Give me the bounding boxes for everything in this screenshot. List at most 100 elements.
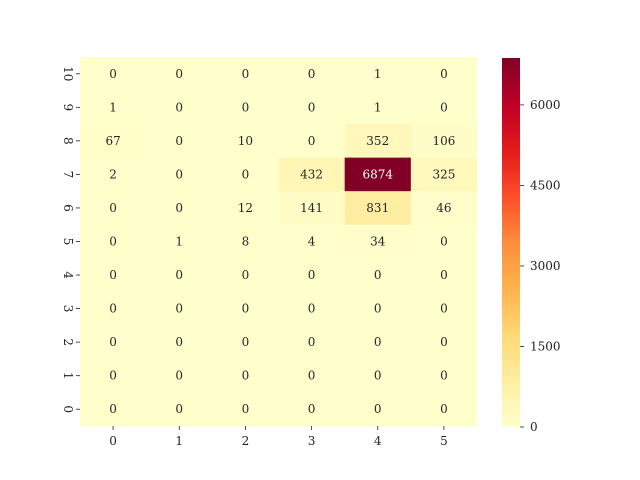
- y-tick-label: 7: [61, 171, 75, 179]
- cell-value-label: 0: [440, 67, 448, 81]
- x-tick-label: 5: [440, 434, 448, 448]
- cell-value-label: 0: [242, 67, 250, 81]
- cell-value-label: 106: [432, 134, 455, 148]
- cell-value-label: 12: [238, 201, 253, 215]
- heatmap-cell: [80, 291, 147, 326]
- heatmap-cell: [278, 258, 346, 293]
- heatmap-cell: [80, 124, 147, 159]
- heatmap-cell: [146, 224, 213, 259]
- cell-value-label: 0: [242, 369, 250, 383]
- y-tick-label: 8: [61, 137, 75, 145]
- x-tick-label: 0: [109, 434, 117, 448]
- cell-value-label: 0: [308, 335, 316, 349]
- x-tick-label: 1: [175, 434, 183, 448]
- heatmap-cell: [212, 157, 279, 192]
- cell-value-label: 0: [374, 369, 382, 383]
- y-tick-label: 10: [61, 66, 75, 81]
- cell-value-label: 0: [308, 268, 316, 282]
- cell-value-label: 0: [440, 100, 448, 114]
- heatmap-cell: [278, 291, 346, 326]
- heatmap-cell: [278, 392, 346, 427]
- heatmap-cell: [212, 291, 279, 326]
- colorbar-tick-label: 1500: [530, 339, 561, 353]
- heatmap-cell: [344, 258, 412, 293]
- cell-value-label: 0: [242, 402, 250, 416]
- y-tick-label: 2: [61, 338, 75, 346]
- cell-value-label: 6874: [362, 167, 393, 181]
- colorbar: 0 1500 3000 4500 6000: [502, 58, 561, 434]
- cell-value-label: 0: [109, 201, 117, 215]
- colorbar-tick-label: 3000: [530, 259, 561, 273]
- cell-value-label: 46: [436, 201, 451, 215]
- heatmap-cell: [344, 124, 412, 159]
- heatmap-cell: [212, 124, 279, 159]
- heatmap-cell: [212, 392, 279, 427]
- heatmap-cell: [344, 157, 412, 192]
- heatmap-cell: [410, 57, 478, 92]
- cell-value-label: 432: [300, 167, 323, 181]
- cell-value-label: 0: [374, 402, 382, 416]
- heatmap-cell: [410, 124, 478, 159]
- y-tick-label: 1: [61, 372, 75, 380]
- heatmap-cell: [146, 157, 213, 192]
- heatmap-cell: [410, 90, 478, 125]
- heatmap-cell: [344, 57, 412, 92]
- heatmap-cell: [212, 258, 279, 293]
- heatmap-cells: [80, 57, 478, 427]
- x-axis: 0 1 2 3 4 5: [109, 426, 448, 448]
- cell-value-label: 0: [440, 235, 448, 249]
- heatmap-cell: [410, 358, 478, 393]
- cell-value-label: 1: [175, 235, 183, 249]
- cell-value-label: 0: [175, 302, 183, 316]
- cell-value-label: 0: [308, 302, 316, 316]
- colorbar-tick-label: 4500: [530, 178, 561, 192]
- cell-value-label: 0: [175, 100, 183, 114]
- colorbar-gradient: [502, 58, 520, 427]
- heatmap-cell: [344, 325, 412, 360]
- cell-value-label: 0: [374, 335, 382, 349]
- cell-value-label: 0: [440, 268, 448, 282]
- cell-value-label: 0: [109, 369, 117, 383]
- cell-value-label: 0: [242, 302, 250, 316]
- y-tick-label: 9: [61, 103, 75, 111]
- heatmap-cell: [146, 258, 213, 293]
- heatmap-cell: [146, 124, 213, 159]
- heatmap-cell: [278, 191, 346, 226]
- cell-value-label: 0: [440, 335, 448, 349]
- cell-value-label: 4: [308, 235, 316, 249]
- heatmap-cell: [146, 191, 213, 226]
- cell-value-label: 0: [308, 402, 316, 416]
- y-tick-label: 4: [61, 271, 75, 279]
- heatmap-cell: [278, 325, 346, 360]
- cell-value-label: 1: [109, 100, 117, 114]
- heatmap-cell: [80, 358, 147, 393]
- heatmap-cell: [80, 57, 147, 92]
- cell-value-label: 0: [109, 402, 117, 416]
- heatmap-cell: [80, 224, 147, 259]
- heatmap-cell: [80, 325, 147, 360]
- cell-value-label: 1: [374, 100, 382, 114]
- heatmap-cell: [344, 90, 412, 125]
- heatmap-cell: [410, 224, 478, 259]
- cell-value-label: 0: [242, 335, 250, 349]
- cell-value-label: 0: [242, 167, 250, 181]
- cell-value-label: 141: [300, 201, 323, 215]
- cell-value-label: 0: [374, 268, 382, 282]
- cell-value-label: 0: [175, 201, 183, 215]
- cell-value-label: 0: [109, 67, 117, 81]
- heatmap-cell: [344, 191, 412, 226]
- heatmap-cell: [146, 358, 213, 393]
- cell-value-label: 0: [242, 268, 250, 282]
- cell-value-label: 0: [308, 100, 316, 114]
- heatmap-cell: [344, 291, 412, 326]
- heatmap-cell: [278, 57, 346, 92]
- heatmap-cell: [344, 358, 412, 393]
- heatmap-cell: [410, 191, 478, 226]
- cell-value-label: 0: [109, 302, 117, 316]
- heatmap-cell: [212, 191, 279, 226]
- y-tick-label: 3: [61, 305, 75, 313]
- heatmap-cell: [278, 358, 346, 393]
